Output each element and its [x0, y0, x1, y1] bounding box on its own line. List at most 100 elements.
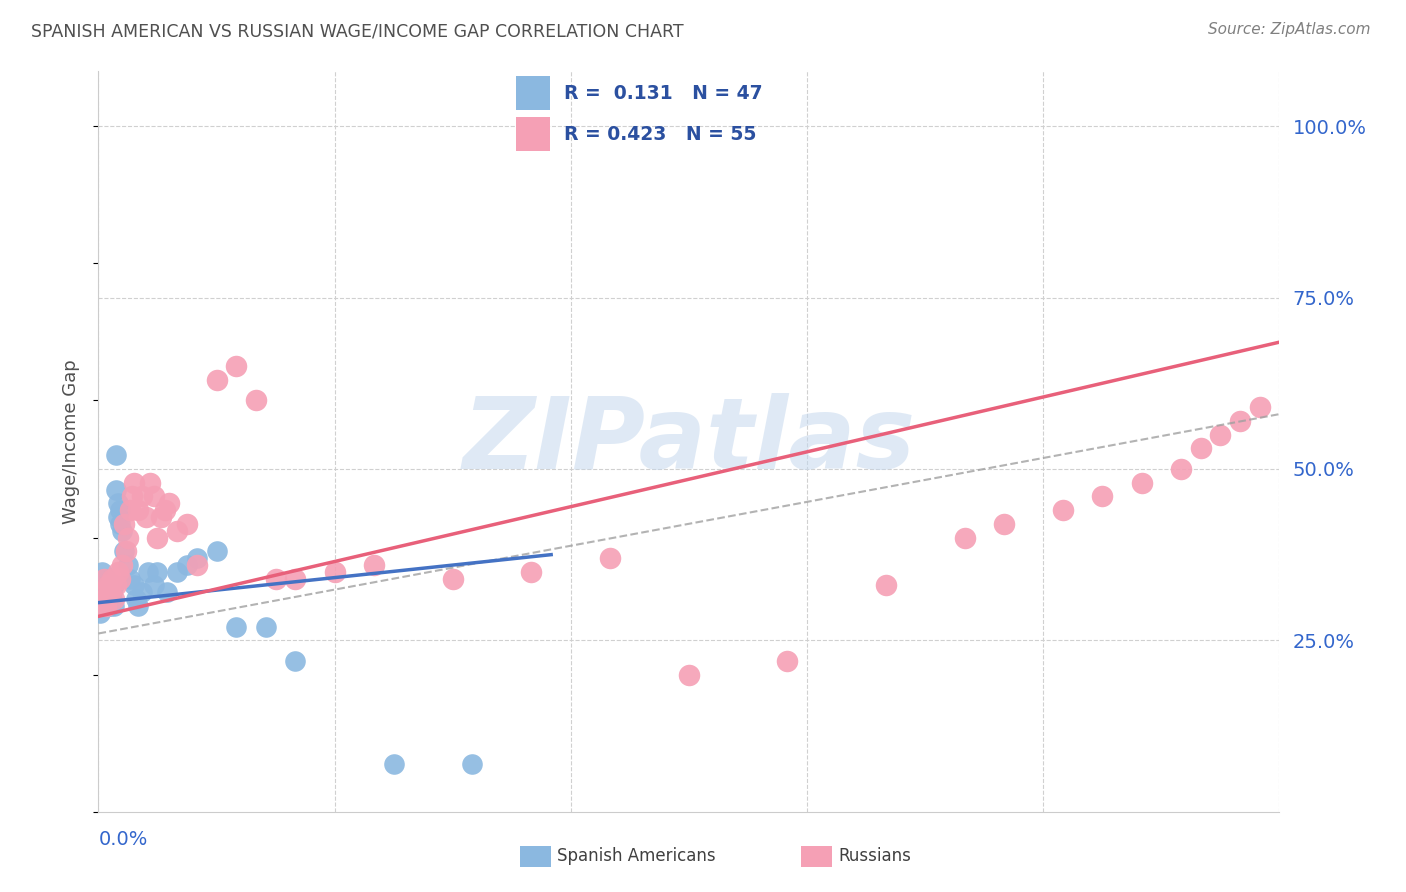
Point	[118, 572, 141, 586]
Point	[155, 503, 177, 517]
Point	[97, 592, 120, 607]
Point	[131, 585, 153, 599]
Point	[166, 524, 188, 538]
Point	[264, 572, 287, 586]
Point	[146, 531, 169, 545]
Point	[121, 489, 143, 503]
Point	[122, 475, 145, 490]
Point	[107, 565, 129, 579]
Point	[875, 578, 897, 592]
Point	[96, 599, 118, 613]
Text: SPANISH AMERICAN VS RUSSIAN WAGE/INCOME GAP CORRELATION CHART: SPANISH AMERICAN VS RUSSIAN WAGE/INCOME …	[31, 22, 683, 40]
Point	[103, 578, 125, 592]
Point	[146, 565, 169, 579]
Point	[105, 483, 128, 497]
Point	[111, 524, 134, 538]
Point	[993, 516, 1015, 531]
Point	[93, 592, 115, 607]
Point	[136, 565, 159, 579]
Y-axis label: Wage/Income Gap: Wage/Income Gap	[62, 359, 80, 524]
Point	[186, 558, 208, 572]
Point	[89, 599, 111, 613]
Point	[1091, 489, 1114, 503]
Point	[91, 565, 114, 579]
Point	[520, 565, 543, 579]
Point	[461, 756, 484, 771]
Point	[599, 551, 621, 566]
Bar	[516, 77, 550, 110]
Point	[93, 572, 115, 586]
Point	[254, 619, 277, 633]
Text: Source: ZipAtlas.com: Source: ZipAtlas.com	[1208, 22, 1371, 37]
Bar	[516, 118, 550, 152]
Point	[284, 572, 307, 586]
Point	[125, 592, 148, 607]
Point	[166, 565, 188, 579]
Point	[205, 373, 228, 387]
Point	[91, 599, 114, 613]
Point	[103, 599, 125, 613]
Point	[176, 558, 198, 572]
Point	[776, 654, 799, 668]
Point	[98, 599, 121, 613]
Point	[91, 585, 114, 599]
Point	[363, 558, 385, 572]
Point	[117, 531, 139, 545]
Point	[97, 578, 120, 592]
Text: ZIPatlas: ZIPatlas	[463, 393, 915, 490]
Point	[205, 544, 228, 558]
Point	[89, 599, 111, 613]
Point	[1209, 427, 1232, 442]
Point	[953, 531, 976, 545]
Text: 0.0%: 0.0%	[98, 830, 148, 849]
Point	[105, 578, 128, 592]
Point	[97, 599, 120, 613]
Point	[98, 585, 121, 599]
Point	[135, 510, 157, 524]
Point	[107, 510, 129, 524]
Point	[108, 516, 131, 531]
Point	[108, 503, 131, 517]
Point	[225, 619, 247, 633]
Text: R = 0.423   N = 55: R = 0.423 N = 55	[564, 125, 756, 144]
Point	[323, 565, 346, 579]
Point	[103, 592, 125, 607]
Point	[1229, 414, 1251, 428]
Point	[225, 359, 247, 373]
Point	[89, 606, 111, 620]
Point	[101, 572, 124, 586]
Point	[138, 475, 160, 490]
Point	[1052, 503, 1074, 517]
Point	[1170, 462, 1192, 476]
Point	[97, 578, 120, 592]
Point	[117, 558, 139, 572]
Point	[150, 510, 173, 524]
Point	[93, 592, 115, 607]
Point	[127, 503, 149, 517]
Point	[284, 654, 307, 668]
Point	[108, 572, 131, 586]
Point	[382, 756, 405, 771]
Point	[122, 578, 145, 592]
Point	[142, 578, 165, 592]
Point	[91, 585, 114, 599]
Point	[441, 572, 464, 586]
Point	[176, 516, 198, 531]
Point	[107, 496, 129, 510]
Point	[186, 551, 208, 566]
Point	[96, 572, 118, 586]
Point	[111, 558, 134, 572]
Text: Russians: Russians	[838, 847, 911, 865]
Text: Spanish Americans: Spanish Americans	[557, 847, 716, 865]
Point	[112, 516, 135, 531]
Text: R =  0.131   N = 47: R = 0.131 N = 47	[564, 84, 762, 103]
Point	[1130, 475, 1153, 490]
Point	[101, 592, 124, 607]
Point	[1189, 442, 1212, 456]
Point	[115, 544, 138, 558]
Point	[105, 448, 128, 462]
Point	[101, 585, 124, 599]
Point	[127, 599, 149, 613]
Point	[98, 585, 121, 599]
Point	[93, 585, 115, 599]
